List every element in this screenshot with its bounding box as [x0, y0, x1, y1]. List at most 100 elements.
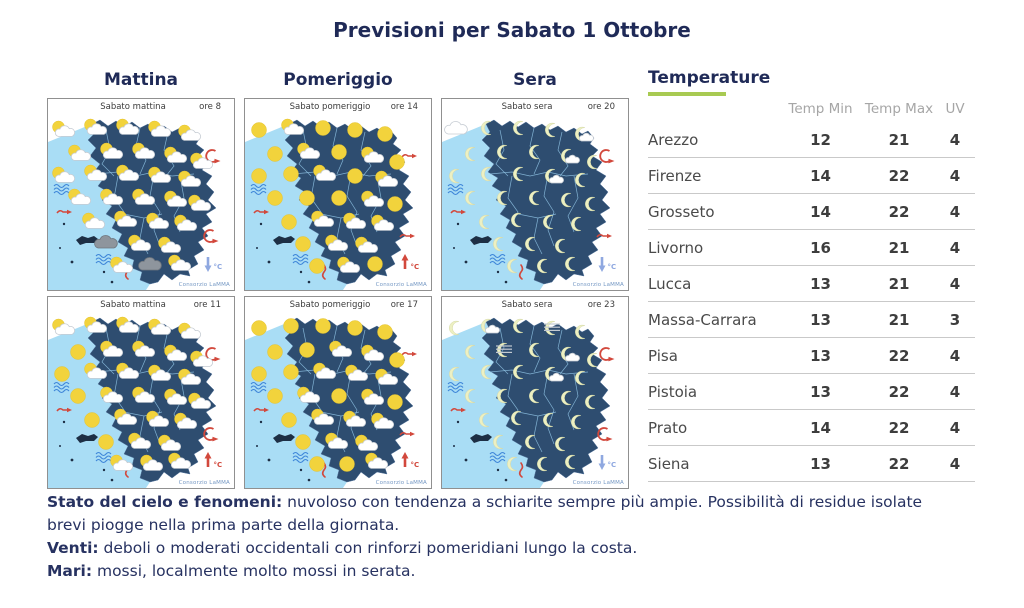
table-row: Pisa 13 22 4: [648, 338, 975, 374]
map-hour-label: ore 20: [587, 102, 615, 112]
city-name: Grosseto: [648, 202, 715, 221]
temp-max-value: 22: [888, 454, 910, 473]
temp-max-value: 22: [888, 382, 910, 401]
uv-value: 4: [949, 382, 961, 401]
temp-max-value: 22: [888, 202, 910, 221]
temperature-heading: Temperature: [648, 68, 771, 88]
temp-max-value: 22: [888, 346, 910, 365]
map-panel-header: Sabato mattina ore 11: [48, 297, 234, 314]
weather-map: °C: [245, 116, 431, 290]
city-name: Firenze: [648, 166, 702, 185]
table-row: Massa-Carrara 13 21 3: [648, 302, 975, 338]
map-credit: Consorzio LaMMA: [375, 282, 427, 288]
temp-min-value: 13: [810, 454, 831, 473]
temp-min-value: 14: [810, 166, 831, 185]
temp-min-value: 14: [810, 202, 831, 221]
temp-min-value: 13: [810, 310, 831, 329]
winds-text: deboli o moderati occidentali con rinfor…: [98, 538, 638, 557]
table-row: Pistoia 13 22 4: [648, 374, 975, 410]
table-row: Lucca 13 21 4: [648, 266, 975, 302]
map-credit: Consorzio LaMMA: [572, 282, 624, 288]
map-hour-label: ore 23: [587, 300, 615, 310]
map-credit: Consorzio LaMMA: [572, 480, 624, 486]
uv-value: 4: [949, 202, 961, 221]
weather-map: °C: [48, 314, 234, 488]
column-header-mattina: Mattina: [103, 70, 179, 90]
temp-min-value: 13: [810, 274, 831, 293]
winds-line: Venti: deboli o moderati occidentali con…: [47, 537, 963, 560]
weather-map: °C: [442, 116, 628, 290]
map-period-label: Sabato mattina: [100, 102, 166, 112]
map-credit: Consorzio LaMMA: [178, 480, 230, 486]
map-credit: Consorzio LaMMA: [375, 480, 427, 486]
weather-map: °C: [48, 116, 234, 290]
map-period-label: Sabato sera: [501, 300, 553, 310]
table-header-temp-max: Temp Max: [864, 101, 934, 117]
map-credit: Consorzio LaMMA: [178, 282, 230, 288]
table-row: Siena 13 22 4: [648, 446, 975, 482]
map-panel-afternoon-2: Sabato pomeriggio ore 17 °C Consorzio La…: [244, 296, 432, 489]
map-period-label: Sabato pomeriggio: [289, 300, 371, 310]
svg-text:°C: °C: [214, 263, 223, 271]
weather-map: °C: [442, 314, 628, 488]
svg-text:°C: °C: [411, 461, 420, 469]
table-body: Arezzo 12 21 4 Firenze 14 22 4 Grosseto 14 22 4 Livo…: [648, 122, 975, 482]
table-row: Grosseto 14 22 4: [648, 194, 975, 230]
uv-value: 4: [949, 130, 961, 149]
city-name: Prato: [648, 418, 688, 437]
sky-conditions-line: Stato del cielo e fenomeni: nuvoloso con…: [47, 491, 963, 537]
seas-line: Mari: mossi, localmente molto mossi in s…: [47, 560, 963, 583]
page-title: Previsioni per Sabato 1 Ottobre: [333, 18, 691, 42]
map-panel-afternoon-1: Sabato pomeriggio ore 14 °C Consorzio La…: [244, 98, 432, 291]
temp-max-value: 21: [888, 274, 910, 293]
temp-min-value: 14: [810, 418, 831, 437]
table-row: Livorno 16 21 4: [648, 230, 975, 266]
map-period-label: Sabato pomeriggio: [289, 102, 371, 112]
seas-label: Mari:: [47, 561, 93, 580]
svg-text:°C: °C: [608, 263, 617, 271]
uv-value: 4: [949, 418, 961, 437]
city-name: Pistoia: [648, 382, 698, 401]
temp-min-value: 13: [810, 382, 831, 401]
uv-value: 4: [949, 274, 961, 293]
seas-text: mossi, localmente molto mossi in serata.: [92, 561, 416, 580]
table-row: Prato 14 22 4: [648, 410, 975, 446]
uv-value: 4: [949, 166, 961, 185]
temp-max-value: 22: [888, 418, 910, 437]
uv-value: 3: [949, 310, 961, 329]
city-name: Pisa: [648, 346, 678, 365]
table-header-temp-min: Temp Min: [788, 101, 853, 117]
city-name: Siena: [648, 454, 690, 473]
temp-max-value: 21: [888, 130, 910, 149]
city-name: Massa-Carrara: [648, 310, 757, 329]
table-row: Firenze 14 22 4: [648, 158, 975, 194]
map-panel-header: Sabato mattina ore 8: [48, 99, 234, 116]
map-hour-label: ore 17: [390, 300, 418, 310]
map-period-label: Sabato sera: [501, 102, 553, 112]
column-header-pomeriggio: Pomeriggio: [283, 70, 393, 90]
map-hour-label: ore 8: [199, 102, 221, 112]
uv-value: 4: [949, 238, 961, 257]
temp-max-value: 21: [888, 310, 910, 329]
map-hour-label: ore 14: [390, 102, 418, 112]
map-panel-morning-2: Sabato mattina ore 11 °C Consorzio LaMMA: [47, 296, 235, 489]
table-row: Arezzo 12 21 4: [648, 122, 975, 158]
temp-min-value: 16: [810, 238, 831, 257]
forecast-summary: Stato del cielo e fenomeni: nuvoloso con…: [47, 491, 963, 583]
map-panel-header: Sabato pomeriggio ore 17: [245, 297, 431, 314]
temp-min-value: 13: [810, 346, 831, 365]
table-header-row: Temp Min Temp Max UV: [648, 96, 975, 122]
sky-conditions-text: nuvoloso con tendenza a schiarite sempre…: [47, 493, 923, 534]
temp-max-value: 21: [888, 238, 910, 257]
svg-text:°C: °C: [411, 263, 420, 271]
map-panel-morning-1: Sabato mattina ore 8 °C Consorzio LaMMA: [47, 98, 235, 291]
temp-min-value: 12: [810, 130, 831, 149]
temperature-table: Temp Min Temp Max UV Arezzo 12 21 4 Firenze 1…: [648, 96, 975, 482]
svg-text:°C: °C: [608, 461, 617, 469]
uv-value: 4: [949, 454, 961, 473]
winds-label: Venti:: [47, 538, 99, 557]
map-panel-header: Sabato sera ore 23: [442, 297, 628, 314]
column-header-sera: Sera: [513, 70, 557, 90]
map-panel-evening-1: Sabato sera ore 20 °C Consorzio LaMMA: [441, 98, 629, 291]
